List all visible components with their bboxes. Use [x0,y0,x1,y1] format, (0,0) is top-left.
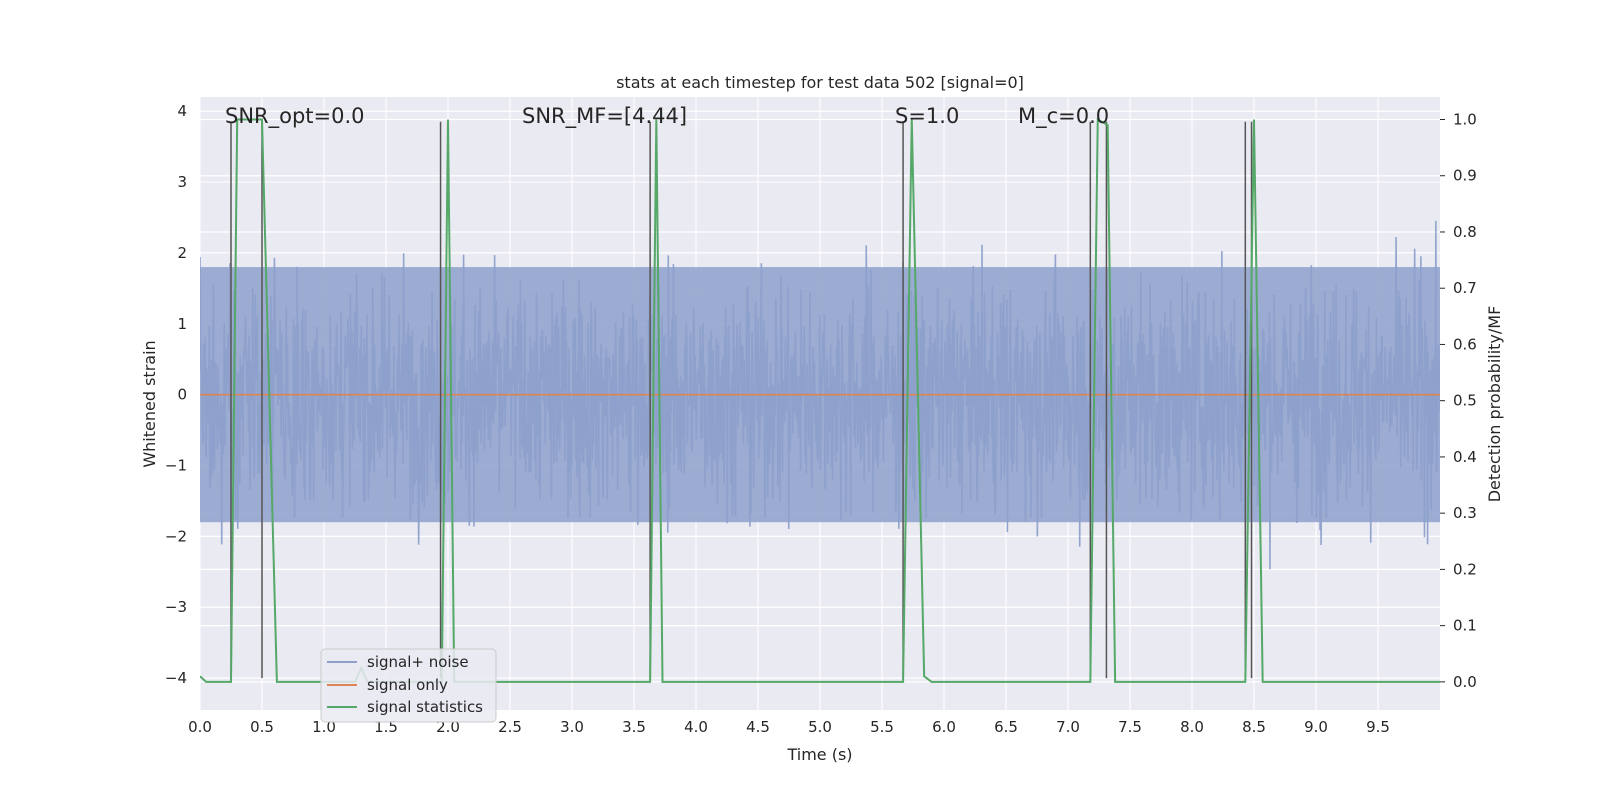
x-tick-label: 0.0 [188,718,212,736]
annotation-snr-mf: SNR_MF=[4.44] [522,104,687,129]
annotation-snr-opt: SNR_opt=0.0 [225,104,365,129]
x-tick-label: 7.5 [1118,718,1142,736]
legend-box [320,648,497,723]
y-tick-label: 4 [177,102,187,120]
y-right-tick-label: 0.8 [1453,223,1477,241]
series-signal-statistics [200,117,1440,683]
x-tick-label: 9.0 [1304,718,1328,736]
x-tick-label: 7.0 [1056,718,1080,736]
y-tick-label: −1 [165,457,187,475]
y-right-tick-label: 0.3 [1453,504,1477,522]
y-right-tick-label: 0.0 [1453,673,1477,691]
y-tick-label: −3 [165,598,187,616]
y-right-tick-label: 0.4 [1453,448,1477,466]
y-tick-label: 1 [177,315,187,333]
annotation-s: S=1.0 [895,104,959,128]
x-tick-label: 6.0 [932,718,956,736]
y-right-tick-label: 0.1 [1453,617,1477,635]
x-tick-label: 0.5 [250,718,274,736]
legend-label-signal-statistics: signal statistics [367,698,483,716]
y-right-tick-label: 0.6 [1453,335,1477,353]
x-tick-label: 4.5 [746,718,770,736]
y-right-tick-label: 1.0 [1453,110,1477,128]
y-tick-label: −4 [165,669,187,687]
x-tick-label: 9.5 [1366,718,1390,736]
y-axis-label: Whitened strain [140,340,159,467]
x-tick-label: 8.5 [1242,718,1266,736]
y-tick-label: −2 [165,527,187,545]
series-signal-noise [200,220,1440,570]
x-tick-label: 8.0 [1180,718,1204,736]
y-right-tick-label: 0.7 [1453,279,1477,297]
y-right-tick-label: 0.9 [1453,167,1477,185]
y-right-tick-label: 0.5 [1453,392,1477,410]
x-tick-label: 5.5 [870,718,894,736]
y-right-tick-label: 0.2 [1453,560,1477,578]
x-tick-label: 3.5 [622,718,646,736]
y-right-axis-label: Detection probability/MF [1485,306,1504,503]
legend: signal+ noise signal only signal statist… [320,648,497,723]
annotation-mc: M_c=0.0 [1018,104,1109,129]
x-tick-labels: 0.0 0.5 1.0 1.5 2.0 2.5 3.0 3.5 4.0 4.5 5.0 5.5 6.0 6… [188,718,1390,736]
chart-title: stats at each timestep for test data 502… [616,73,1024,92]
x-axis-label: Time (s) [786,745,852,764]
y-right-tick-labels: 1.0 0.9 0.8 0.7 0.6 0.5 0.4 0.3 0.2 0.1 0.0 [1440,110,1477,691]
x-tick-label: 5.0 [808,718,832,736]
x-tick-label: 4.0 [684,718,708,736]
series-layer [200,117,1440,683]
x-tick-label: 3.0 [560,718,584,736]
x-tick-label: 6.5 [994,718,1018,736]
y-tick-label: 3 [177,173,187,191]
legend-label-signal-noise: signal+ noise [367,653,469,671]
legend-label-signal-only: signal only [367,676,448,694]
y-tick-label: 2 [177,244,187,262]
y-tick-label: 0 [177,386,187,404]
x-tick-label: 2.5 [498,718,522,736]
y-tick-labels: 4 3 2 1 0 −1 −2 −3 −4 [165,102,187,687]
